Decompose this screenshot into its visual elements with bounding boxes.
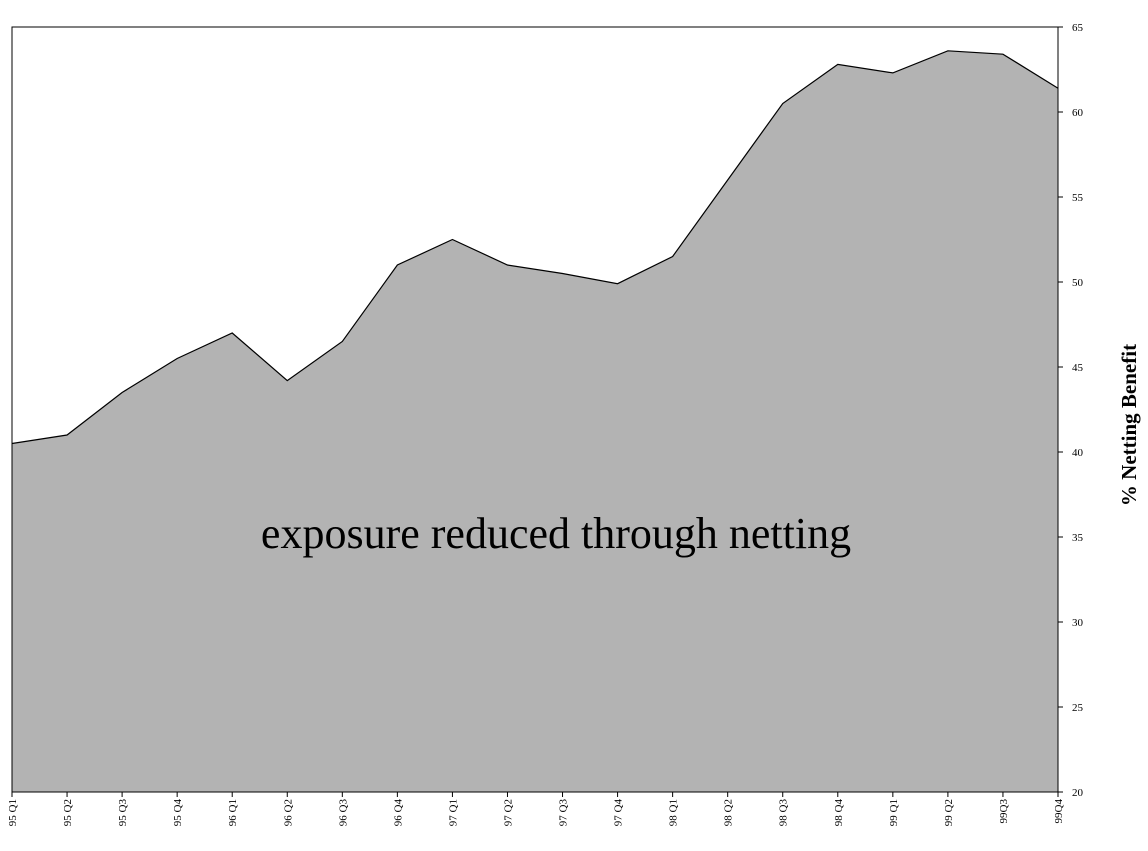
x-tick-label: 97 Q1 bbox=[447, 799, 459, 826]
x-tick-label: 99 Q1 bbox=[888, 799, 900, 826]
y-axis-title: % Netting Benefit bbox=[1117, 344, 1141, 506]
y-tick-label: 35 bbox=[1072, 532, 1084, 544]
x-tick-label: 96 Q1 bbox=[227, 799, 239, 826]
area-series-fill bbox=[12, 50, 1058, 793]
x-tick-label: 97 Q2 bbox=[502, 799, 514, 826]
y-tick-label: 45 bbox=[1072, 362, 1084, 374]
y-tick-label: 40 bbox=[1072, 447, 1084, 459]
y-tick-label: 20 bbox=[1072, 787, 1084, 799]
x-tick-label: 97 Q4 bbox=[613, 799, 625, 827]
y-tick-label: 55 bbox=[1072, 192, 1084, 204]
x-tick-label: 95 Q2 bbox=[62, 799, 74, 826]
area-series-line bbox=[11, 50, 1059, 445]
x-tick-label: 95 Q3 bbox=[117, 799, 129, 827]
plot-border bbox=[11, 26, 1059, 793]
x-tick-label: 95 Q1 bbox=[7, 799, 19, 826]
y-tick-label: 60 bbox=[1072, 107, 1084, 119]
x-tick-label: 99Q3 bbox=[998, 799, 1010, 824]
x-tick-label: 99Q4 bbox=[1053, 799, 1065, 824]
x-tick-label: 98 Q1 bbox=[668, 799, 680, 826]
x-tick-label: 96 Q3 bbox=[337, 799, 349, 827]
y-tick-label: 30 bbox=[1072, 617, 1084, 629]
x-tick-label: 95 Q4 bbox=[172, 799, 184, 827]
x-tick-label: 96 Q2 bbox=[282, 799, 294, 826]
x-axis-tick-labels: 95 Q1 95 Q2 95 Q3 95 Q4 96 Q1 96 Q2 96 Q3 96 Q4… bbox=[7, 792, 1065, 826]
x-tick-label: 96 Q4 bbox=[392, 799, 404, 827]
chart-annotation: exposure reduced through netting bbox=[261, 509, 851, 558]
x-tick-label: 98 Q4 bbox=[833, 799, 845, 827]
x-tick-label: 98 Q3 bbox=[778, 799, 790, 827]
x-tick-label: 99 Q2 bbox=[943, 799, 955, 826]
y-tick-label: 25 bbox=[1072, 702, 1084, 714]
y-tick-label: 65 bbox=[1072, 22, 1084, 34]
plot-area bbox=[11, 26, 1059, 793]
x-tick-label: 98 Q2 bbox=[723, 799, 735, 826]
y-axis-tick-labels: 20 25 30 35 40 45 50 55 60 65 bbox=[1058, 22, 1084, 799]
y-tick-label: 50 bbox=[1072, 277, 1084, 289]
x-tick-label: 97 Q3 bbox=[558, 799, 570, 827]
